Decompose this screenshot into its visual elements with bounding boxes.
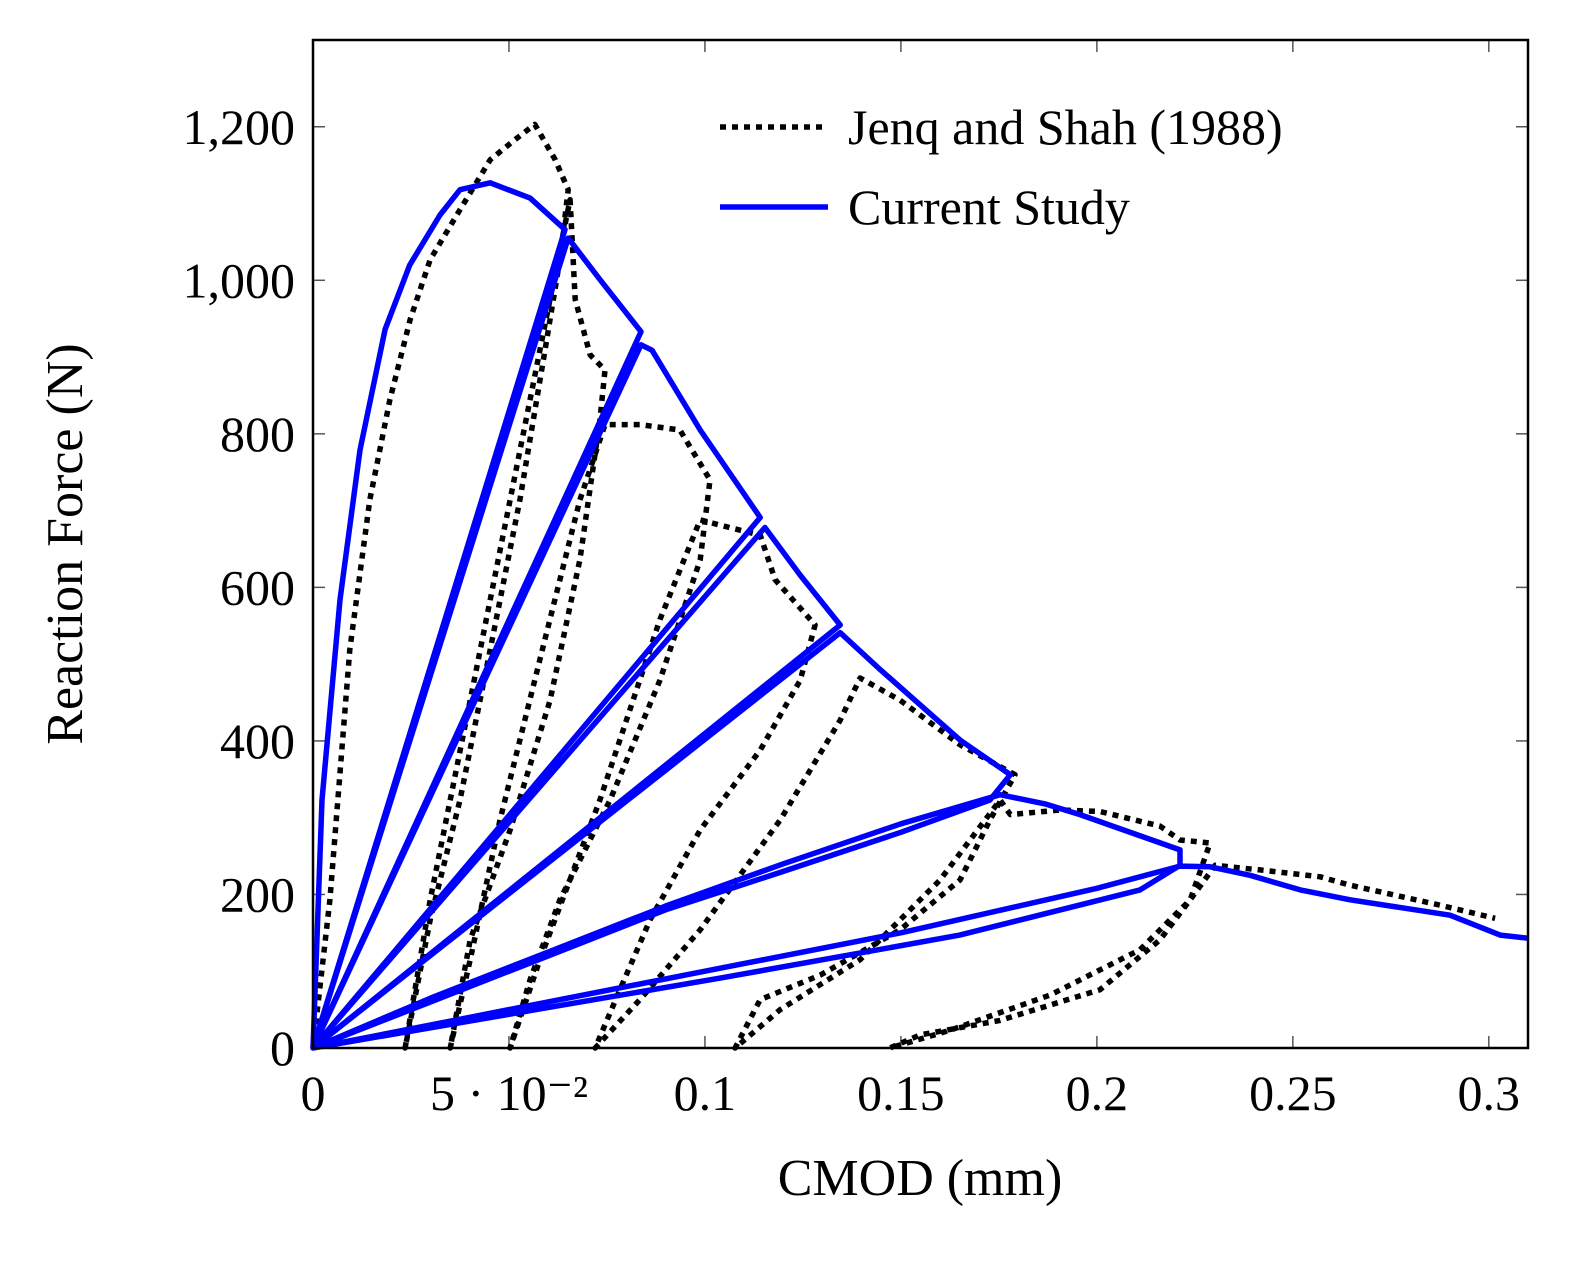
x-tick-label: 0 [301, 1065, 326, 1121]
legend-label: Jenq and Shah (1988) [848, 99, 1283, 155]
x-tick-label: 5 · 10⁻² [430, 1065, 588, 1121]
y-tick-label: 0 [270, 1020, 295, 1076]
x-axis-title: CMOD (mm) [778, 1150, 1063, 1207]
y-tick-label: 200 [220, 866, 295, 922]
y-tick-label: 400 [220, 713, 295, 769]
y-axis-title: Reaction Force (N) [37, 343, 94, 744]
y-tick-label: 1,200 [183, 99, 296, 155]
x-tick-label: 0.25 [1249, 1065, 1337, 1121]
x-tick-label: 0.3 [1458, 1065, 1521, 1121]
data-line [310, 121, 1496, 1051]
legend-label: Current Study [848, 179, 1130, 235]
y-tick-label: 1,000 [183, 252, 296, 308]
plot-frame [311, 38, 1530, 1050]
data-line [310, 180, 1529, 1051]
y-tick-label: 600 [220, 559, 295, 615]
x-tick-label: 0.15 [857, 1065, 945, 1121]
y-tick-label: 800 [220, 406, 295, 462]
x-tick-label: 0.2 [1066, 1065, 1129, 1121]
x-tick-label: 0.1 [674, 1065, 737, 1121]
